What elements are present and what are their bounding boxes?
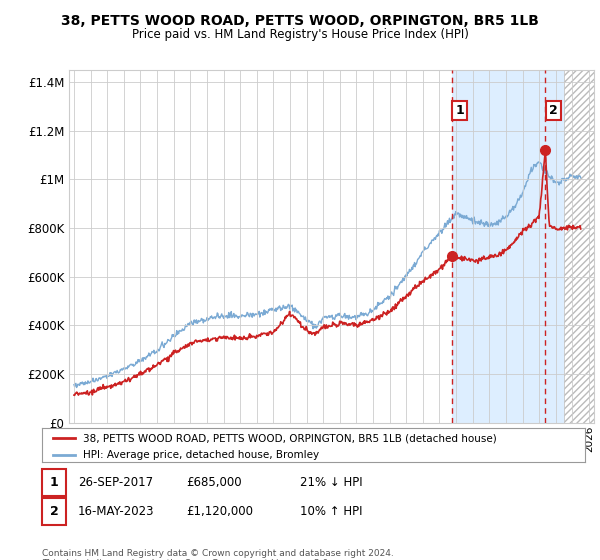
Text: 10% ↑ HPI: 10% ↑ HPI [300,505,362,519]
Text: 1: 1 [50,475,58,489]
Text: £685,000: £685,000 [186,475,242,489]
Text: 2: 2 [548,104,557,117]
Bar [564,70,600,423]
Text: Price paid vs. HM Land Registry's House Price Index (HPI): Price paid vs. HM Land Registry's House … [131,28,469,41]
Text: HPI: Average price, detached house, Bromley: HPI: Average price, detached house, Brom… [83,450,319,460]
Text: 2: 2 [50,505,58,519]
Text: 38, PETTS WOOD ROAD, PETTS WOOD, ORPINGTON, BR5 1LB (detached house): 38, PETTS WOOD ROAD, PETTS WOOD, ORPINGT… [83,433,496,444]
Text: 21% ↓ HPI: 21% ↓ HPI [300,475,362,489]
Text: Contains HM Land Registry data © Crown copyright and database right 2024.
This d: Contains HM Land Registry data © Crown c… [42,549,394,560]
Bar [452,70,564,423]
Text: £1,120,000: £1,120,000 [186,505,253,519]
Text: 16-MAY-2023: 16-MAY-2023 [78,505,155,519]
Text: 1: 1 [455,104,464,117]
Text: 26-SEP-2017: 26-SEP-2017 [78,475,153,489]
Text: 38, PETTS WOOD ROAD, PETTS WOOD, ORPINGTON, BR5 1LB: 38, PETTS WOOD ROAD, PETTS WOOD, ORPINGT… [61,14,539,28]
